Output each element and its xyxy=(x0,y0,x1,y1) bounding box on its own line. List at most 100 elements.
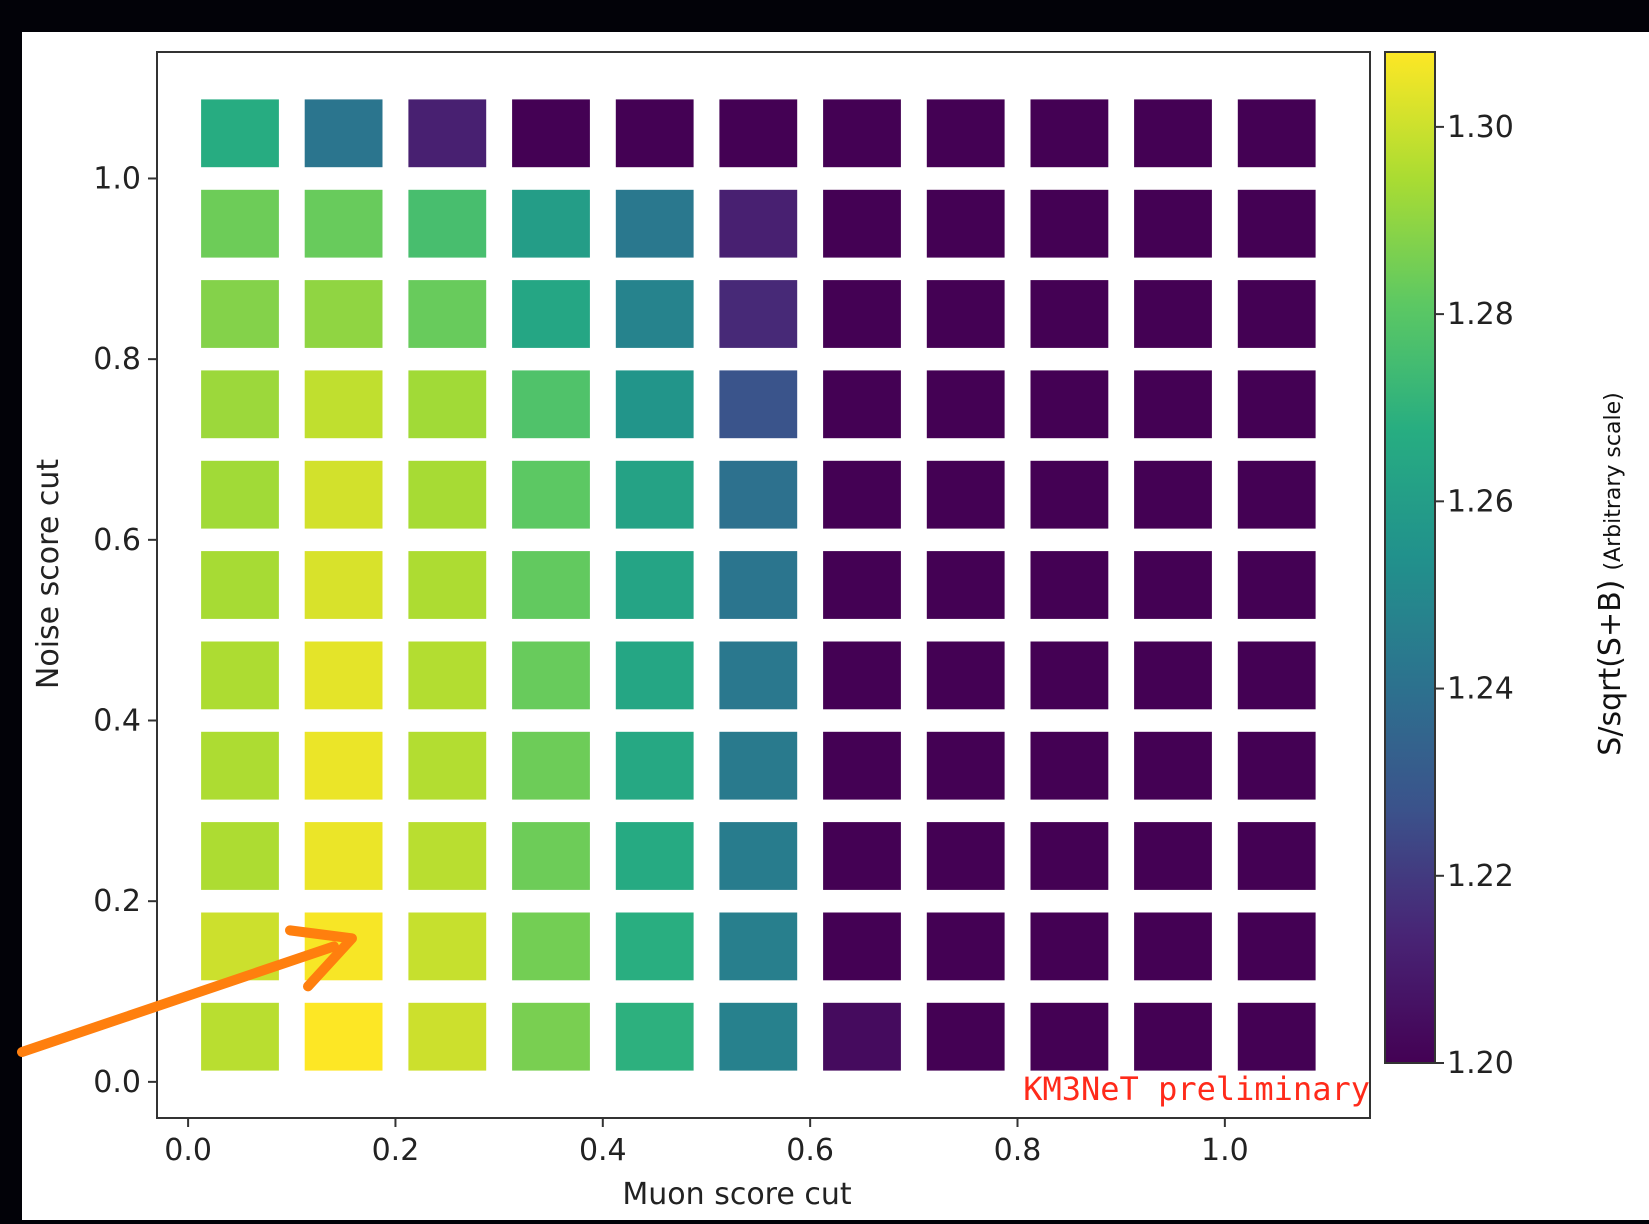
heatmap-cell xyxy=(1134,822,1212,890)
heatmap-cell xyxy=(823,280,901,348)
heatmap-cell xyxy=(615,641,694,710)
heatmap-cell xyxy=(615,370,694,439)
heatmap-cell xyxy=(304,280,383,348)
heatmap-cell xyxy=(1237,189,1316,258)
heatmap-cell xyxy=(1134,1002,1212,1071)
heatmap-cell xyxy=(408,189,487,258)
heatmap-cell xyxy=(719,99,798,168)
x-tick-label: 0.2 xyxy=(372,1133,420,1168)
heatmap-cell xyxy=(615,551,694,619)
heatmap-cell xyxy=(926,731,1005,800)
heatmap-cell xyxy=(408,731,487,800)
y-tick-label: 0.4 xyxy=(93,704,141,739)
heatmap-cell xyxy=(1237,551,1316,619)
heatmap-cell xyxy=(1237,460,1316,529)
heatmap-cell xyxy=(926,280,1005,348)
colorbar-tick-label: 1.22 xyxy=(1447,859,1514,894)
heatmap-cell xyxy=(1030,370,1109,439)
heatmap-cell xyxy=(1030,641,1109,710)
heatmap-cell xyxy=(304,99,383,168)
colorbar-tick-label: 1.30 xyxy=(1447,110,1514,145)
heatmap-cell xyxy=(201,731,279,800)
heatmap-cell xyxy=(408,370,487,439)
heatmap-cell xyxy=(304,1002,383,1071)
heatmap-cell xyxy=(408,1002,487,1071)
colorbar-label: S/sqrt(S+B) (Arbitrary scale) xyxy=(1593,392,1628,755)
y-tick-label: 0.8 xyxy=(93,342,141,377)
colorbar-tick-label: 1.24 xyxy=(1447,672,1514,707)
heatmap-cell xyxy=(1237,1002,1316,1071)
heatmap-cell xyxy=(512,189,590,258)
heatmap-cell xyxy=(1030,189,1109,258)
arrow-head xyxy=(284,925,357,992)
y-axis-label: Noise score cut xyxy=(31,459,66,689)
heatmap-cell xyxy=(408,280,487,348)
heatmap-cell xyxy=(719,1002,798,1071)
heatmap-cell xyxy=(1134,641,1212,710)
y-tick-label: 1.0 xyxy=(93,161,141,196)
heatmap-cell xyxy=(512,822,590,890)
heatmap-cell xyxy=(1030,551,1109,619)
heatmap-cell xyxy=(823,1002,901,1071)
heatmap-cell xyxy=(408,460,487,529)
heatmap-cell xyxy=(1237,641,1316,710)
heatmap-cell xyxy=(304,731,383,800)
heatmap-cell xyxy=(408,822,487,890)
heatmap-cell xyxy=(615,822,694,890)
heatmap-cell xyxy=(304,551,383,619)
heatmap-cell xyxy=(1134,280,1212,348)
x-axis-label: Muon score cut xyxy=(622,1177,851,1212)
heatmap-cell xyxy=(719,551,798,619)
heatmap-cell xyxy=(1134,912,1212,981)
heatmap-cell xyxy=(1237,370,1316,439)
heatmap-cell xyxy=(615,189,694,258)
heatmap-cell xyxy=(719,641,798,710)
heatmap-cell xyxy=(823,912,901,981)
x-tick-label: 0.4 xyxy=(579,1133,627,1168)
heatmap-cell xyxy=(719,460,798,529)
plot-area: 0.0 0.2 0.4 0.6 0.8 1.0 0.0 0.2 0.4 0.6 0.8 1.0 xyxy=(93,51,1371,1168)
heatmap-cell xyxy=(1030,280,1109,348)
heatmap-cell xyxy=(823,641,901,710)
y-tick-label: 0.0 xyxy=(93,1065,141,1100)
heatmap-cell xyxy=(408,912,487,981)
highlight-arrow xyxy=(17,925,357,1057)
heatmap-cell xyxy=(1237,731,1316,800)
heatmap-cell xyxy=(1030,912,1109,981)
heatmap-cell xyxy=(304,460,383,529)
heatmap-cell xyxy=(926,460,1005,529)
heatmap-cell xyxy=(512,641,590,710)
heatmap-cell xyxy=(201,641,279,710)
heatmap-cell xyxy=(1134,460,1212,529)
heatmap-cell xyxy=(201,280,279,348)
heatmap-cell xyxy=(1030,822,1109,890)
heatmap-cell xyxy=(926,551,1005,619)
heatmap-cell xyxy=(823,370,901,439)
heatmap-cell xyxy=(615,99,694,168)
heatmap-cell xyxy=(823,822,901,890)
colorbar-gradient xyxy=(1384,51,1436,1064)
heatmap-cell xyxy=(201,189,279,258)
heatmap-cell xyxy=(408,99,487,168)
heatmap-cell xyxy=(823,99,901,168)
heatmap-cell xyxy=(615,280,694,348)
heatmap-cell xyxy=(1134,731,1212,800)
heatmap-cell xyxy=(408,551,487,619)
heatmap-cell xyxy=(304,822,383,890)
heatmap-cell xyxy=(201,822,279,890)
heatmap-cell xyxy=(201,1002,279,1071)
y-tick-label: 0.6 xyxy=(93,523,141,558)
heatmap-cell xyxy=(926,370,1005,439)
heatmap-cell xyxy=(201,460,279,529)
colorbar-tick-label: 1.28 xyxy=(1447,297,1514,332)
heatmap-cell xyxy=(719,731,798,800)
heatmap-cell xyxy=(1030,460,1109,529)
heatmap-cell xyxy=(719,822,798,890)
heatmap-cell xyxy=(719,370,798,439)
heatmap-cell xyxy=(926,99,1005,168)
heatmap-cell xyxy=(615,460,694,529)
heatmap-cell xyxy=(926,1002,1005,1071)
x-tick-label: 1.0 xyxy=(1201,1133,1249,1168)
